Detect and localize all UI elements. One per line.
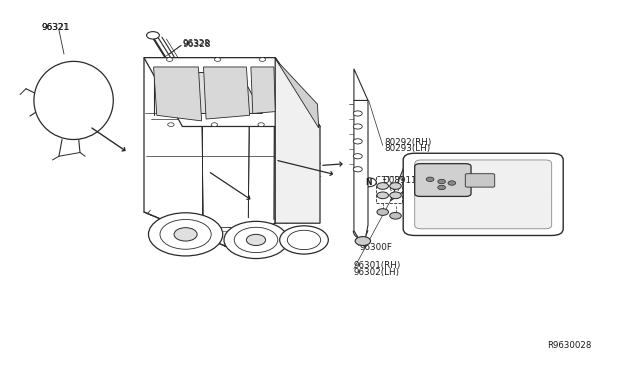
Circle shape [426, 177, 434, 182]
Polygon shape [144, 58, 275, 246]
Circle shape [287, 230, 321, 250]
Circle shape [290, 159, 307, 169]
Polygon shape [204, 67, 250, 119]
Circle shape [377, 209, 388, 215]
Text: 96328: 96328 [182, 39, 210, 48]
Circle shape [66, 94, 75, 99]
Text: 96301(RH): 96301(RH) [354, 262, 401, 270]
Circle shape [353, 154, 362, 159]
Circle shape [214, 58, 221, 61]
Circle shape [258, 123, 264, 126]
Circle shape [390, 183, 401, 189]
Polygon shape [275, 58, 320, 223]
Circle shape [160, 219, 211, 249]
Circle shape [377, 183, 388, 189]
Circle shape [355, 237, 371, 246]
Polygon shape [154, 67, 202, 121]
Polygon shape [168, 73, 262, 113]
Text: 96367M(RH): 96367M(RH) [483, 169, 538, 177]
Text: 96321: 96321 [42, 23, 70, 32]
Polygon shape [276, 60, 319, 128]
Text: 80293(LH): 80293(LH) [384, 144, 430, 153]
Polygon shape [390, 156, 416, 201]
Circle shape [438, 185, 445, 190]
Text: 96321: 96321 [42, 23, 69, 32]
Circle shape [280, 226, 328, 254]
Circle shape [377, 192, 388, 199]
Polygon shape [251, 67, 275, 113]
Circle shape [285, 211, 301, 220]
Circle shape [390, 212, 401, 219]
Circle shape [448, 181, 456, 185]
Circle shape [259, 58, 266, 61]
Circle shape [353, 111, 362, 116]
Circle shape [166, 58, 173, 61]
Circle shape [353, 139, 362, 144]
Text: Ð08911-2062G: Ð08911-2062G [383, 176, 449, 185]
Ellipse shape [34, 61, 113, 140]
Text: 96302(LH): 96302(LH) [354, 268, 400, 277]
Text: 96328: 96328 [182, 40, 211, 49]
FancyBboxPatch shape [415, 164, 471, 196]
Circle shape [148, 213, 223, 256]
Circle shape [390, 192, 401, 199]
Polygon shape [144, 58, 320, 126]
Polygon shape [354, 100, 368, 244]
Circle shape [173, 71, 184, 77]
Text: R9630028: R9630028 [547, 341, 591, 350]
Text: 96365M(RH): 96365M(RH) [498, 189, 553, 198]
Circle shape [234, 227, 278, 253]
Circle shape [361, 178, 376, 187]
Circle shape [438, 179, 445, 184]
FancyBboxPatch shape [415, 160, 552, 229]
Circle shape [353, 124, 362, 129]
Circle shape [77, 108, 83, 112]
Text: 96368M(LH): 96368M(LH) [483, 175, 537, 184]
FancyBboxPatch shape [403, 153, 563, 235]
Circle shape [168, 123, 174, 126]
Text: N: N [365, 178, 372, 187]
FancyBboxPatch shape [465, 174, 495, 187]
Text: (6): (6) [388, 183, 401, 192]
Circle shape [174, 228, 197, 241]
Circle shape [224, 221, 288, 259]
Polygon shape [354, 69, 368, 100]
Text: 80292(RH): 80292(RH) [384, 138, 431, 147]
Circle shape [173, 81, 182, 86]
Circle shape [353, 167, 362, 172]
Circle shape [211, 123, 218, 126]
Circle shape [147, 32, 159, 39]
Text: 96366M(LH): 96366M(LH) [498, 196, 552, 205]
Text: 96300F: 96300F [360, 243, 392, 252]
Circle shape [246, 234, 266, 246]
